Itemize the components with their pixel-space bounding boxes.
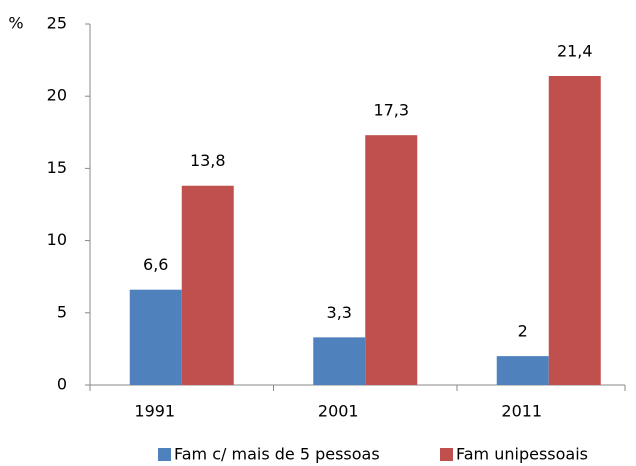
legend-label: Fam c/ mais de 5 pessoas bbox=[174, 445, 380, 464]
y-tick-label: 15 bbox=[47, 158, 67, 177]
value-label: 3,3 bbox=[327, 303, 352, 322]
bar bbox=[496, 356, 549, 385]
value-label: 13,8 bbox=[190, 151, 226, 170]
value-label: 21,4 bbox=[557, 41, 593, 60]
legend-swatch bbox=[440, 448, 453, 461]
value-label: 6,6 bbox=[143, 255, 168, 274]
y-tick-label: 25 bbox=[47, 14, 67, 33]
x-tick-label: 1991 bbox=[134, 402, 175, 421]
x-tick-label: 2011 bbox=[501, 402, 542, 421]
y-axis-label: % bbox=[8, 14, 23, 33]
bar bbox=[181, 185, 234, 385]
legend-label: Fam unipessoais bbox=[456, 445, 588, 464]
y-tick-label: 5 bbox=[57, 302, 67, 321]
bar bbox=[365, 135, 418, 385]
bar bbox=[313, 337, 366, 385]
y-tick-label: 0 bbox=[57, 375, 67, 394]
value-label: 2 bbox=[518, 322, 528, 341]
bar bbox=[548, 75, 601, 385]
y-tick-label: 20 bbox=[47, 86, 67, 105]
y-tick-label: 10 bbox=[47, 230, 67, 249]
x-tick-label: 2001 bbox=[318, 402, 359, 421]
bar bbox=[129, 289, 182, 385]
value-label: 17,3 bbox=[373, 101, 409, 120]
legend-swatch bbox=[158, 448, 171, 461]
